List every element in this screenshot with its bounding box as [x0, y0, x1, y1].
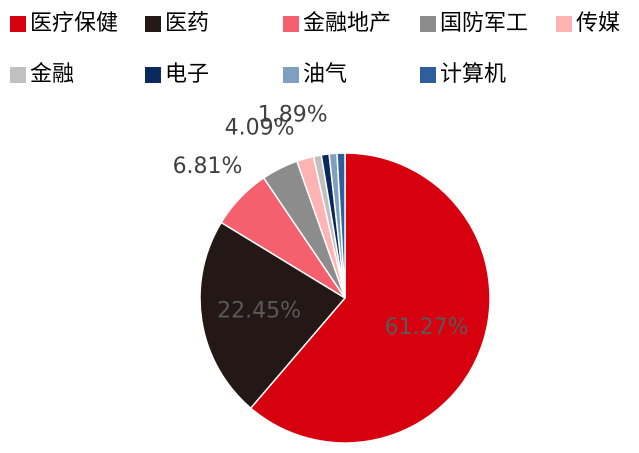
data-label: 6.81%	[173, 154, 243, 179]
data-label: 1.89%	[258, 102, 328, 127]
data-label: 4.09%	[225, 115, 295, 140]
legend-label: 医药	[165, 11, 209, 36]
legend-swatch	[283, 67, 299, 83]
legend-swatch	[10, 67, 26, 83]
legend-label: 金融	[30, 62, 74, 87]
legend-swatch	[420, 16, 436, 32]
legend-swatch	[145, 16, 161, 32]
legend-swatch	[556, 16, 572, 32]
legend-label: 传媒	[576, 11, 620, 36]
legend-label: 电子	[165, 62, 209, 87]
legend-label: 医疗保健	[30, 11, 118, 36]
data-label: 61.27%	[385, 315, 469, 340]
legend-label: 油气	[303, 62, 347, 87]
legend-label: 计算机	[440, 62, 506, 87]
legend-swatch	[420, 67, 436, 83]
legend-label: 金融地产	[303, 11, 391, 36]
pie-slice	[199, 221, 347, 410]
legend-label: 国防军工	[440, 11, 528, 36]
pie-slice	[336, 152, 346, 299]
legend-swatch	[283, 16, 299, 32]
legend-swatch	[145, 67, 161, 83]
pie-slice	[249, 152, 491, 444]
legend-swatch	[10, 16, 26, 32]
data-label: 22.45%	[217, 299, 301, 324]
